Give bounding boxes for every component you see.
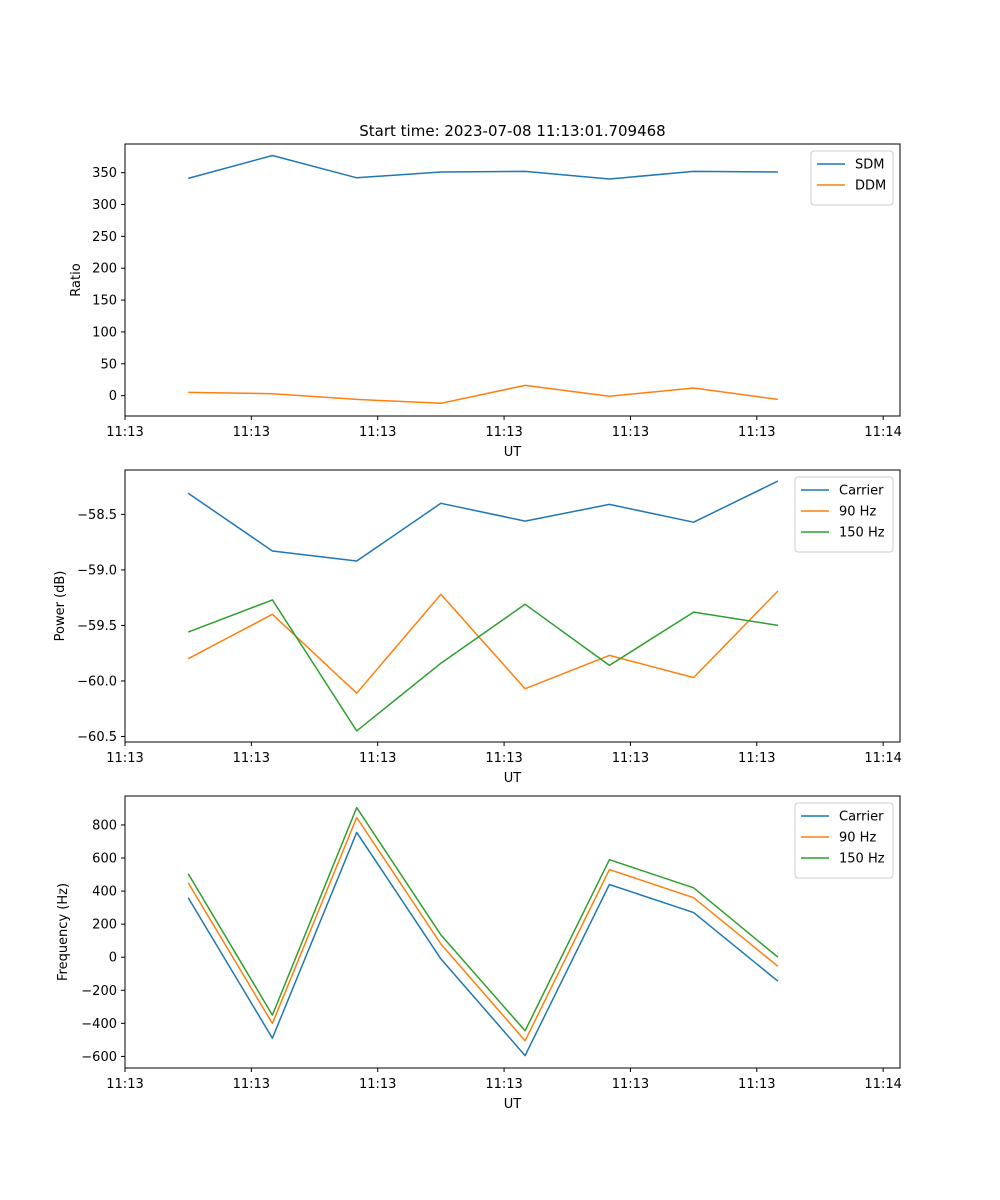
frequency-series (187, 806, 779, 1057)
ratio-y-axis-label: Ratio (69, 263, 84, 296)
ratio-x-axis-label: UT (504, 445, 522, 460)
ratio-plot-frame (124, 143, 901, 417)
power-series-line-150-hz (187, 599, 779, 732)
ratio-x-tick-label: 11:13 (106, 425, 143, 440)
power-x-tick-label: 11:13 (359, 751, 396, 766)
frequency-x-tick-label: 11:13 (738, 1077, 775, 1092)
frequency-y-tick-label: 200 (92, 918, 117, 933)
ratio-x-tick-label: 11:13 (485, 425, 522, 440)
frequency-series-line-150-hz (187, 806, 779, 1032)
power-x-tick-label: 11:13 (485, 751, 522, 766)
frequency-legend: Carrier 90 Hz 150 Hz (794, 802, 894, 879)
frequency-legend-label-90-hz: 90 Hz (839, 831, 876, 846)
ratio-series (188, 154, 779, 405)
frequency-x-tick-label: 11:14 (864, 1077, 901, 1092)
power-x-tick-label: 11:13 (233, 751, 270, 766)
frequency-x-tick-label: 11:13 (359, 1077, 396, 1092)
frequency-series-line-carrier (187, 831, 779, 1057)
power-y-tick-label: −59.5 (77, 619, 117, 634)
frequency-panel: 11:13 11:13 11:13 11:13 11:13 11:13 11:14 −600 −… (56, 795, 902, 1112)
ratio-panel: Start time: 2023-07-08 11:13:01.709468 1… (69, 122, 902, 460)
ratio-x-tick-label: 11:14 (864, 425, 901, 440)
frequency-y-tick-label: 400 (92, 885, 117, 900)
frequency-series-line-90-hz (187, 816, 779, 1042)
ratio-x-tick-label: 11:13 (359, 425, 396, 440)
frequency-y-tick-label: 800 (92, 818, 117, 833)
ratio-y-tick-label: 50 (100, 357, 117, 372)
ratio-y-tick-label: 300 (92, 198, 117, 213)
ratio-y-tick-label: 100 (92, 325, 117, 340)
power-legend-label-150-hz: 150 Hz (839, 526, 885, 541)
frequency-y-tick-label: 0 (109, 951, 117, 966)
ratio-legend-label-sdm: SDM (855, 158, 884, 173)
frequency-y-tick-label: −400 (81, 1017, 117, 1032)
frequency-y-tick-label: −200 (81, 984, 117, 999)
ratio-y-tick-label: 0 (109, 389, 117, 404)
power-x-tick-label: 11:13 (612, 751, 649, 766)
ratio-x-tick-label: 11:13 (233, 425, 270, 440)
frequency-legend-label-carrier: Carrier (839, 810, 884, 825)
power-axes: 11:13 11:13 11:13 11:13 11:13 11:13 11:14 −60.5… (77, 508, 902, 766)
power-y-tick-label: −60.0 (77, 674, 117, 689)
frequency-x-axis-label: UT (504, 1097, 522, 1112)
chart-title: Start time: 2023-07-08 11:13:01.709468 (359, 122, 665, 140)
frequency-y-tick-label: 600 (92, 852, 117, 867)
power-plot-frame (124, 469, 901, 743)
ratio-x-tick-label: 11:13 (612, 425, 649, 440)
power-x-tick-label: 11:13 (106, 751, 143, 766)
frequency-plot-frame (124, 795, 901, 1069)
ratio-y-tick-label: 250 (92, 230, 117, 245)
ratio-series-line-ddm (188, 384, 779, 405)
frequency-x-tick-label: 11:13 (485, 1077, 522, 1092)
ratio-x-tick-label: 11:13 (738, 425, 775, 440)
power-legend-label-carrier: Carrier (839, 484, 884, 499)
ratio-legend-label-ddm: DDM (855, 179, 886, 194)
power-legend: Carrier 90 Hz 150 Hz (794, 476, 894, 553)
power-x-axis-label: UT (504, 771, 522, 786)
power-x-tick-label: 11:13 (738, 751, 775, 766)
power-legend-label-90-hz: 90 Hz (839, 505, 876, 520)
frequency-axes: 11:13 11:13 11:13 11:13 11:13 11:13 11:14 −600 −… (81, 818, 902, 1092)
frequency-x-tick-label: 11:13 (233, 1077, 270, 1092)
ratio-legend: SDM DDM (810, 150, 894, 206)
power-panel: 11:13 11:13 11:13 11:13 11:13 11:13 11:14 −60.5… (53, 469, 902, 786)
ratio-y-tick-label: 200 (92, 262, 117, 277)
frequency-legend-label-150-hz: 150 Hz (839, 852, 885, 867)
ratio-y-tick-label: 150 (92, 294, 117, 309)
ratio-series-line-sdm (188, 154, 778, 180)
ratio-y-tick-label: 350 (92, 166, 117, 181)
power-y-tick-label: −59.0 (77, 563, 117, 578)
power-legend-box (794, 476, 894, 553)
power-y-tick-label: −58.5 (77, 508, 117, 523)
frequency-legend-box (794, 802, 894, 879)
power-series-line-carrier (187, 480, 779, 562)
power-x-tick-label: 11:14 (864, 751, 901, 766)
power-y-tick-label: −60.5 (77, 730, 117, 745)
ratio-axes: 11:13 11:13 11:13 11:13 11:13 11:13 11:14 0 50 10… (92, 166, 902, 440)
frequency-x-tick-label: 11:13 (106, 1077, 143, 1092)
power-series-line-90-hz (187, 590, 779, 694)
frequency-x-tick-label: 11:13 (612, 1077, 649, 1092)
frequency-y-tick-label: −600 (81, 1050, 117, 1065)
power-series (187, 480, 779, 732)
power-y-axis-label: Power (dB) (53, 571, 68, 642)
frequency-y-axis-label: Frequency (Hz) (56, 883, 71, 981)
